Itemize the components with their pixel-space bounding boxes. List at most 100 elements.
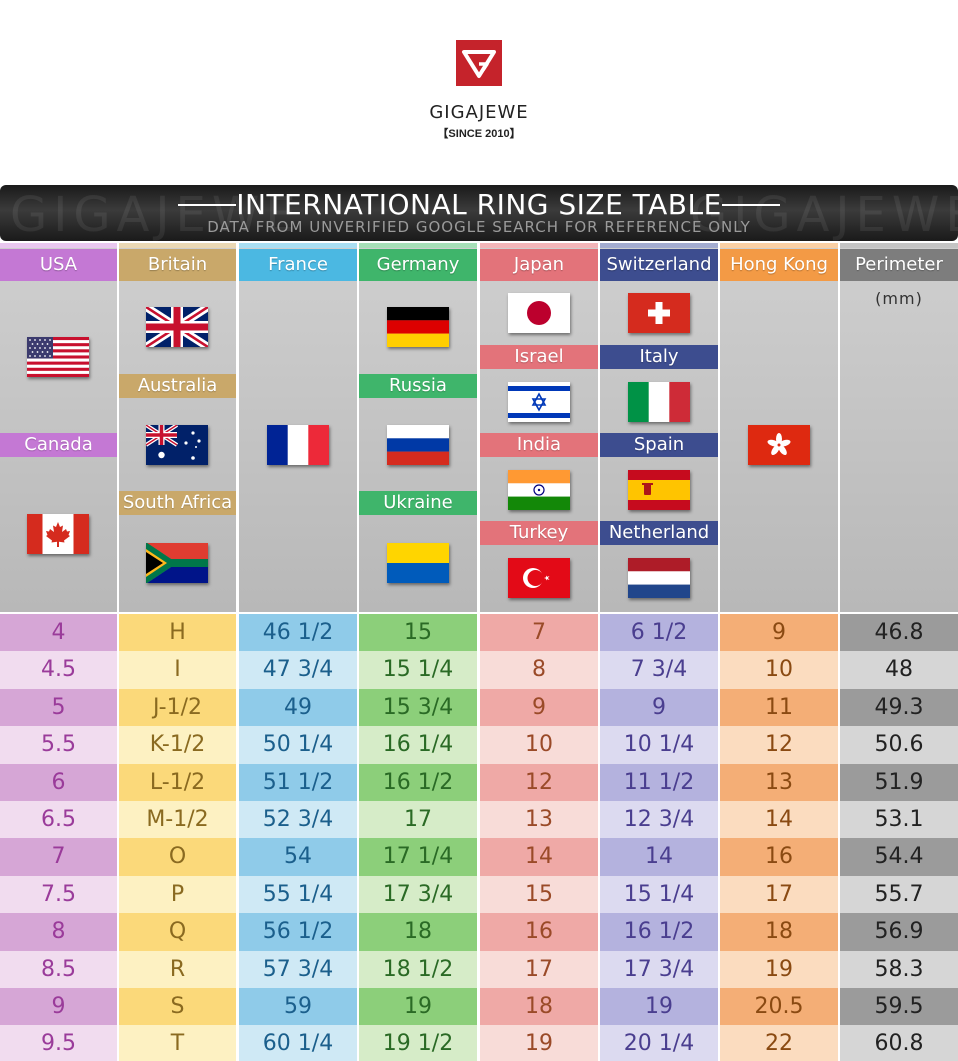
brand-since: 【SINCE 2010】 bbox=[437, 128, 521, 140]
banner-watermark: GIGAJEWE GIGAJEWE bbox=[10, 187, 958, 241]
header-perimeter: Perimeter bbox=[840, 243, 958, 281]
gigajewe-logo-icon bbox=[456, 40, 502, 86]
size-cell-switzerland: 6 1/2 bbox=[600, 614, 718, 652]
size-cell-france: 55 1/4 bbox=[239, 875, 357, 914]
size-cell-france: 60 1/4 bbox=[239, 1025, 357, 1061]
size-cell-britain: T bbox=[119, 1025, 236, 1061]
size-cell-hongkong: 13 bbox=[720, 763, 838, 801]
flag-israel-icon bbox=[508, 382, 570, 422]
header-britain: Britain bbox=[119, 243, 236, 281]
size-cell-perimeter: 49.3 bbox=[840, 688, 958, 727]
size-cell-britain: Q bbox=[119, 913, 236, 951]
size-cell-france: 59 bbox=[239, 988, 357, 1026]
size-cell-hongkong: 22 bbox=[720, 1025, 838, 1061]
size-cell-hongkong: 10 bbox=[720, 651, 838, 689]
size-cell-perimeter: 60.8 bbox=[840, 1025, 958, 1061]
band-india: India bbox=[480, 433, 598, 457]
band-ukraine: Ukraine bbox=[359, 491, 477, 515]
size-cell-perimeter: 50.6 bbox=[840, 726, 958, 764]
size-cell-switzerland: 15 1/4 bbox=[600, 875, 718, 914]
size-cell-japan: 13 bbox=[480, 801, 598, 839]
size-cell-usa: 9 bbox=[0, 988, 117, 1026]
flag-italy-icon bbox=[628, 382, 690, 422]
size-cell-perimeter: 59.5 bbox=[840, 988, 958, 1026]
size-cell-usa: 4.5 bbox=[0, 651, 117, 689]
size-cell-japan: 15 bbox=[480, 875, 598, 914]
size-cell-japan: 16 bbox=[480, 913, 598, 951]
size-cell-perimeter: 58.3 bbox=[840, 950, 958, 988]
size-cell-hongkong: 19 bbox=[720, 950, 838, 988]
size-cell-switzerland: 7 3/4 bbox=[600, 651, 718, 689]
size-cell-france: 49 bbox=[239, 688, 357, 727]
size-cell-britain: K-1/2 bbox=[119, 726, 236, 764]
header-hong-kong: Hong Kong bbox=[720, 243, 838, 281]
size-cell-germany: 16 1/2 bbox=[359, 763, 477, 801]
title-banner: GIGAJEWE GIGAJEWE INTERNATIONAL RING SIZ… bbox=[0, 185, 958, 241]
size-cell-france: 47 3/4 bbox=[239, 651, 357, 689]
size-cell-britain: R bbox=[119, 950, 236, 988]
flag-south-africa-icon bbox=[146, 543, 208, 583]
flag-usa-icon bbox=[27, 337, 89, 377]
band-italy: Italy bbox=[600, 345, 718, 369]
flag-australia-icon bbox=[146, 425, 208, 465]
size-cell-france: 57 3/4 bbox=[239, 950, 357, 988]
size-cell-germany: 17 3/4 bbox=[359, 875, 477, 914]
size-cell-usa: 6 bbox=[0, 763, 117, 801]
size-cell-britain: L-1/2 bbox=[119, 763, 236, 801]
size-cell-britain: O bbox=[119, 838, 236, 876]
band-spain: Spain bbox=[600, 433, 718, 457]
header-usa: USA bbox=[0, 243, 117, 281]
size-cell-perimeter: 55.7 bbox=[840, 875, 958, 914]
size-cell-usa: 7 bbox=[0, 838, 117, 876]
column-japan: Japan Israel India Turkey 7 8 9 10 12 13 14 15 1… bbox=[480, 243, 598, 1061]
header-japan: Japan bbox=[480, 243, 598, 281]
brand-logo: GIGAJEWE 【SINCE 2010】 bbox=[0, 40, 958, 141]
size-cell-hongkong: 12 bbox=[720, 726, 838, 764]
size-cell-hongkong: 17 bbox=[720, 875, 838, 914]
size-cell-france: 54 bbox=[239, 838, 357, 876]
size-cell-switzerland: 19 bbox=[600, 988, 718, 1026]
size-cell-germany: 15 3/4 bbox=[359, 688, 477, 727]
size-cell-britain: I bbox=[119, 651, 236, 689]
perimeter-unit: (mm) bbox=[875, 289, 923, 308]
size-cell-hongkong: 14 bbox=[720, 801, 838, 839]
table-subtitle: DATA FROM UNVERIFIED GOOGLE SEARCH FOR R… bbox=[207, 218, 751, 236]
size-cell-switzerland: 17 3/4 bbox=[600, 950, 718, 988]
size-cell-germany: 15 bbox=[359, 614, 477, 652]
band-netherland: Netherland bbox=[600, 521, 718, 545]
size-cell-germany: 19 bbox=[359, 988, 477, 1026]
brand-name: GIGAJEWE bbox=[429, 102, 529, 123]
size-cell-usa: 5 bbox=[0, 688, 117, 727]
size-cell-usa: 7.5 bbox=[0, 875, 117, 914]
size-cell-japan: 9 bbox=[480, 688, 598, 727]
banner-rule-left bbox=[178, 204, 236, 206]
size-cell-japan: 12 bbox=[480, 763, 598, 801]
flag-germany-icon bbox=[387, 307, 449, 347]
size-cell-perimeter: 54.4 bbox=[840, 838, 958, 876]
header-germany: Germany bbox=[359, 243, 477, 281]
column-france: France 46 1/2 47 3/4 49 50 1/4 51 1/2 52 3/4 5… bbox=[239, 243, 357, 1061]
table-title: INTERNATIONAL RING SIZE TABLE bbox=[236, 188, 722, 221]
size-cell-britain: P bbox=[119, 875, 236, 914]
size-cell-germany: 15 1/4 bbox=[359, 651, 477, 689]
size-cell-hongkong: 18 bbox=[720, 913, 838, 951]
size-cell-france: 46 1/2 bbox=[239, 614, 357, 652]
column-perimeter: Perimeter (mm) 46.8 48 49.3 50.6 51.9 53.1 54.… bbox=[840, 243, 958, 1061]
size-cell-hongkong: 11 bbox=[720, 688, 838, 727]
size-cell-britain: S bbox=[119, 988, 236, 1026]
size-cell-switzerland: 20 1/4 bbox=[600, 1025, 718, 1061]
size-cell-germany: 18 1/2 bbox=[359, 950, 477, 988]
size-cell-france: 51 1/2 bbox=[239, 763, 357, 801]
size-cell-usa: 5.5 bbox=[0, 726, 117, 764]
size-cell-hongkong: 16 bbox=[720, 838, 838, 876]
size-cell-japan: 7 bbox=[480, 614, 598, 652]
band-australia: Australia bbox=[119, 374, 236, 398]
flag-japan-icon bbox=[508, 293, 570, 333]
size-cell-switzerland: 16 1/2 bbox=[600, 913, 718, 951]
flag-france-icon bbox=[267, 425, 329, 465]
size-cell-japan: 19 bbox=[480, 1025, 598, 1061]
size-cell-britain: M-1/2 bbox=[119, 801, 236, 839]
size-cell-japan: 8 bbox=[480, 651, 598, 689]
column-britain: Britain Australia South Afri bbox=[119, 243, 236, 1061]
band-south-africa: South Africa bbox=[119, 491, 236, 515]
